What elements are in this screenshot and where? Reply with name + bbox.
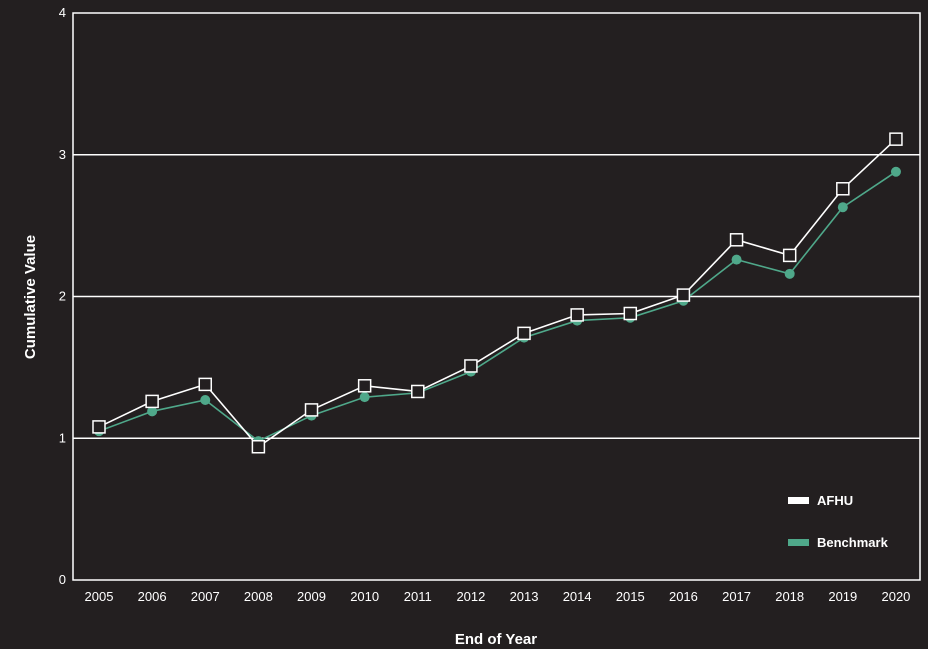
series-line <box>98 171 897 443</box>
data-point <box>837 202 848 213</box>
data-point <box>890 166 901 177</box>
series-line <box>98 138 897 448</box>
x-tick-label: 2014 <box>563 589 592 604</box>
data-point <box>517 326 531 341</box>
data-point <box>889 132 903 146</box>
data-point <box>464 359 478 373</box>
x-tick-label: 2013 <box>510 589 539 604</box>
series <box>92 132 903 454</box>
data-point <box>731 254 742 265</box>
x-tick-label: 2020 <box>881 589 910 604</box>
x-tick-label: 2010 <box>350 589 379 604</box>
y-tick-label: 2 <box>59 289 66 304</box>
data-point <box>729 233 744 247</box>
x-tick-label: 2006 <box>138 589 167 604</box>
data-point <box>359 392 370 403</box>
x-tick-label: 2016 <box>669 589 698 604</box>
data-point <box>782 248 797 263</box>
x-tick-label: 2018 <box>775 589 804 604</box>
data-point <box>784 268 795 279</box>
legend-item: AFHU <box>788 493 853 508</box>
x-tick-label: 2019 <box>828 589 857 604</box>
data-point <box>200 394 211 405</box>
y-tick-label: 4 <box>59 5 66 20</box>
data-point <box>676 288 691 302</box>
series-afhu <box>92 132 903 454</box>
x-tick-label: 2011 <box>404 589 432 604</box>
y-tick-label: 1 <box>59 430 66 445</box>
legend: AFHU Benchmark <box>788 493 889 550</box>
x-tick-label: 2015 <box>616 589 645 604</box>
x-tick-label: 2009 <box>297 589 326 604</box>
x-tick-label: 2008 <box>244 589 273 604</box>
data-point <box>411 384 425 399</box>
data-point <box>198 377 213 392</box>
x-axis-ticks: 2005 2006 2007 2008 2009 2010 2011 2012 2013 2014… <box>85 589 911 604</box>
series-benchmark <box>94 166 901 447</box>
data-point <box>623 306 638 321</box>
y-axis-title: Cumulative Value <box>22 235 39 359</box>
x-tick-label: 2005 <box>85 589 114 604</box>
legend-label: AFHU <box>817 493 853 508</box>
data-point <box>92 420 106 434</box>
x-tick-label: 2007 <box>191 589 220 604</box>
x-tick-label: 2017 <box>722 589 751 604</box>
data-point <box>147 406 158 417</box>
y-tick-label: 3 <box>59 147 66 162</box>
legend-label: Benchmark <box>817 535 889 550</box>
plot-frame <box>72 12 921 581</box>
data-point <box>304 403 319 417</box>
legend-swatch <box>788 539 809 546</box>
x-axis-title: End of Year <box>455 631 537 648</box>
y-tick-label: 0 <box>59 572 66 587</box>
data-point <box>145 394 159 409</box>
legend-item: Benchmark <box>788 535 889 550</box>
gridlines <box>73 154 920 439</box>
x-tick-label: 2012 <box>456 589 485 604</box>
data-point <box>836 182 850 196</box>
data-point <box>570 308 584 322</box>
data-point <box>357 379 372 393</box>
data-point <box>251 440 266 454</box>
y-axis-ticks: 0 1 2 3 4 <box>59 5 66 587</box>
legend-swatch <box>788 497 809 504</box>
